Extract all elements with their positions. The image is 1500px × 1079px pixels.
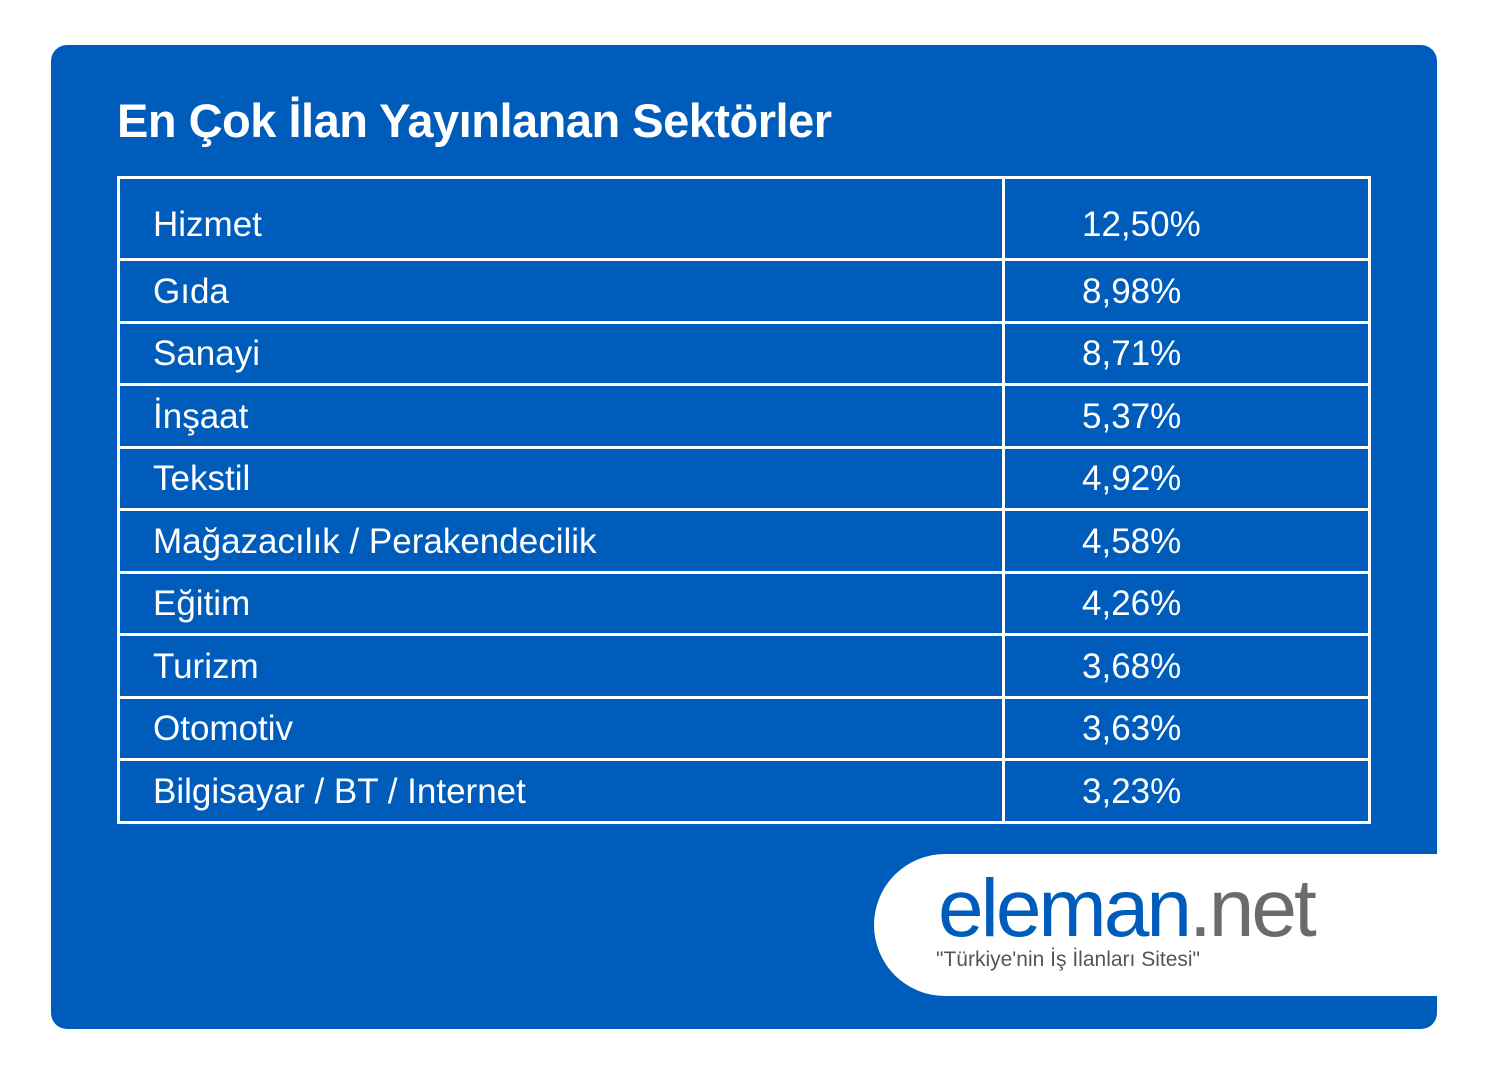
sector-label: Eğitim — [117, 570, 1005, 637]
table-row: Turizm 3,68% — [117, 633, 1371, 699]
chart-title: En Çok İlan Yayınlanan Sektörler — [117, 94, 832, 147]
table-row: Gıda 8,98% — [117, 258, 1371, 324]
table-row: Hizmet 12,50% — [117, 175, 1371, 262]
infographic-card: En Çok İlan Yayınlanan Sektörler Hizmet … — [51, 45, 1437, 1029]
table-row: İnşaat 5,37% — [117, 383, 1371, 449]
sector-value: 4,58% — [1002, 508, 1371, 574]
sector-label: Mağazacılık / Perakendecilik — [117, 508, 1005, 574]
sector-value: 8,71% — [1002, 320, 1371, 387]
sector-value: 8,98% — [1002, 258, 1371, 324]
sector-table: Hizmet 12,50% Gıda 8,98% Sanayi 8,71% İn… — [117, 175, 1371, 824]
sector-label: Gıda — [117, 258, 1005, 324]
sector-label: Tekstil — [117, 445, 1005, 512]
table-row: Sanayi 8,71% — [117, 320, 1371, 387]
sector-value: 4,92% — [1002, 445, 1371, 512]
sector-value: 3,68% — [1002, 633, 1371, 699]
table-row: Mağazacılık / Perakendecilik 4,58% — [117, 508, 1371, 574]
brand-logo: eleman.net "Türkiye'nin İş İlanları Site… — [874, 854, 1437, 996]
table-row: Tekstil 4,92% — [117, 445, 1371, 512]
sector-label: Otomotiv — [117, 695, 1005, 762]
sector-value: 3,23% — [1002, 758, 1371, 824]
sector-value: 3,63% — [1002, 695, 1371, 762]
brand-name-part1: eleman — [938, 863, 1192, 954]
table-row: Eğitim 4,26% — [117, 570, 1371, 637]
sector-value: 4,26% — [1002, 570, 1371, 637]
sector-value: 5,37% — [1002, 383, 1371, 449]
sector-label: Hizmet — [117, 175, 1005, 262]
brand-wordmark: eleman.net — [938, 868, 1317, 950]
sector-label: Sanayi — [117, 320, 1005, 387]
table-row: Otomotiv 3,63% — [117, 695, 1371, 762]
sector-value: 12,50% — [1002, 175, 1371, 262]
sector-label: Turizm — [117, 633, 1005, 699]
table-row: Bilgisayar / BT / Internet 3,23% — [117, 758, 1371, 824]
sector-label: İnşaat — [117, 383, 1005, 449]
sector-label: Bilgisayar / BT / Internet — [117, 758, 1005, 824]
brand-tagline: "Türkiye'nin İş İlanları Sitesi" — [936, 948, 1201, 971]
brand-name-part2: .net — [1188, 863, 1317, 954]
